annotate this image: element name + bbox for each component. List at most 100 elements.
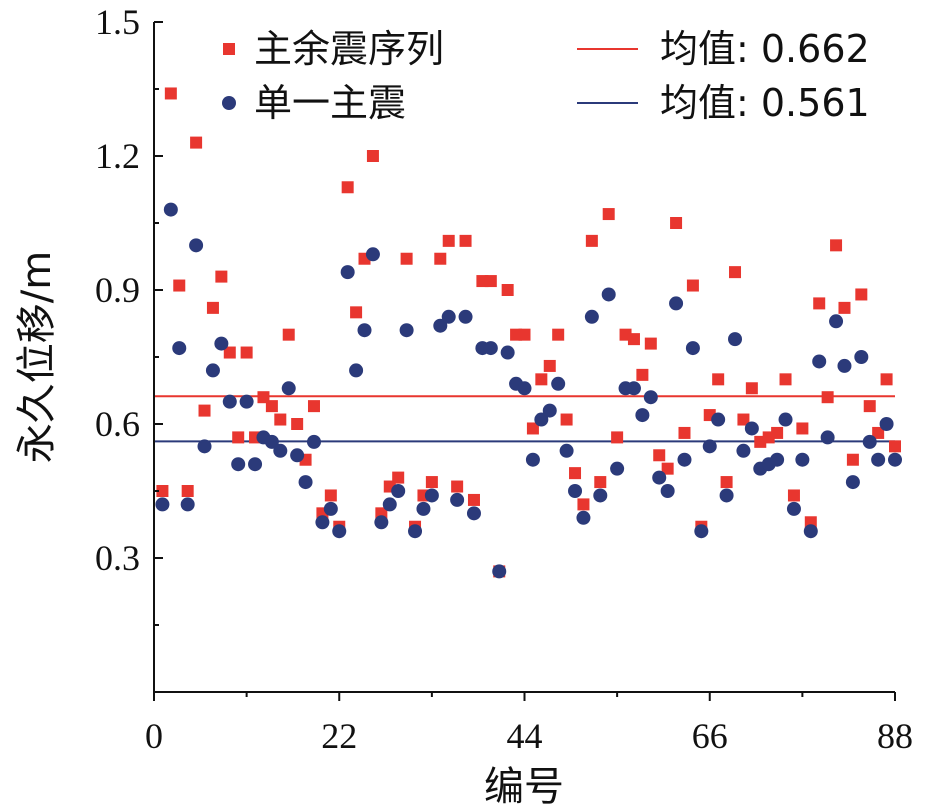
data-point-square [164,87,177,100]
data-point-circle [845,475,860,490]
data-point-circle [374,515,389,530]
data-point-circle [803,524,818,539]
data-point-circle [525,452,540,467]
data-point-circle [399,323,414,338]
data-point-circle [450,492,465,507]
data-point-circle [214,336,229,351]
data-point-circle [820,430,835,445]
data-point-circle [837,358,852,373]
data-point-square [846,453,859,466]
data-point-circle [812,354,827,369]
data-point-circle [702,439,717,454]
data-point-circle [728,332,743,347]
data-point-circle [534,412,549,427]
plot-area [154,87,902,579]
data-point-circle [433,318,448,333]
data-point-circle [652,470,667,485]
data-point-circle [323,501,338,516]
data-point-square [206,301,219,314]
data-point-square [602,208,615,221]
y-tick-label: 0.6 [95,404,140,444]
data-point-square [451,480,464,493]
legend-marker-circle [222,96,236,110]
data-point-circle [635,408,650,423]
x-tick-label: 66 [692,716,728,756]
legend-label: 均值: 0.662 [660,27,870,71]
data-point-square [830,239,843,252]
data-point-square [223,346,236,359]
data-point-square [855,288,868,301]
y-tick-label: 1.2 [95,136,140,176]
data-point-circle [197,439,212,454]
data-point-circle [694,524,709,539]
data-point-square [350,306,363,319]
data-point-circle [231,457,246,472]
data-point-circle [332,524,347,539]
data-point-circle [458,309,473,324]
axes: 0 22 44 66 88 0.3 0.6 0.9 1.2 1.5 编号 永久位移/m [14,2,913,808]
data-point-circle [711,412,726,427]
data-point-square [661,462,674,475]
data-point-circle [559,443,574,458]
data-point-circle [365,247,380,262]
data-point-circle [770,452,785,467]
data-point-square [366,150,379,162]
data-point-square [872,426,885,439]
y-tick-label: 0.9 [95,270,140,310]
x-tick-label: 22 [321,716,357,756]
data-point-square [543,359,556,372]
data-point-circle [273,443,288,458]
data-point-square [678,426,691,439]
data-point-square [838,301,851,314]
data-point-square [324,489,337,502]
data-point-circle [391,484,406,498]
data-point-square [501,284,514,296]
data-point-square [585,234,598,247]
data-point-square [518,328,531,341]
data-point-square [779,373,792,386]
data-point-circle [660,484,675,498]
data-point-square [240,346,253,359]
data-point-square [569,467,582,480]
data-point-circle [601,287,616,302]
data-point-square [341,181,354,194]
data-point-square [392,471,405,484]
x-tick-label: 88 [877,716,913,756]
data-point-circle [424,488,439,503]
data-point-circle [551,376,566,391]
data-point-square [863,400,876,413]
data-point-circle [795,452,810,467]
data-point-circle [281,381,296,396]
y-tick-label: 1.5 [95,2,140,42]
data-point-circle [306,434,321,449]
data-point-square [484,275,497,288]
legend-marker-square [223,43,235,55]
data-point-circle [736,443,751,458]
data-point-square [611,431,624,444]
data-point-square [796,422,809,435]
data-point-circle [744,421,759,436]
data-point-circle [349,363,364,378]
x-tick-label: 44 [507,716,543,756]
data-point-circle [264,434,279,449]
data-point-square [644,337,657,350]
data-point-square [190,136,203,149]
data-point-square [156,485,169,497]
x-axis-label: 编号 [484,764,564,808]
data-point-square [712,373,725,386]
data-point-circle [382,497,397,512]
data-point-circle [677,452,692,467]
data-point-circle [290,448,305,463]
data-point-circle [854,350,869,364]
data-point-square [594,476,607,489]
data-point-circle [517,381,532,396]
data-point-square [720,476,733,489]
data-point-circle [357,323,372,338]
data-point-square [889,440,901,453]
data-point-circle [408,524,423,539]
data-point-circle [416,501,431,516]
y-axis-label: 永久位移/m [14,251,60,463]
data-point-circle [172,341,187,356]
data-point-circle [786,501,801,516]
